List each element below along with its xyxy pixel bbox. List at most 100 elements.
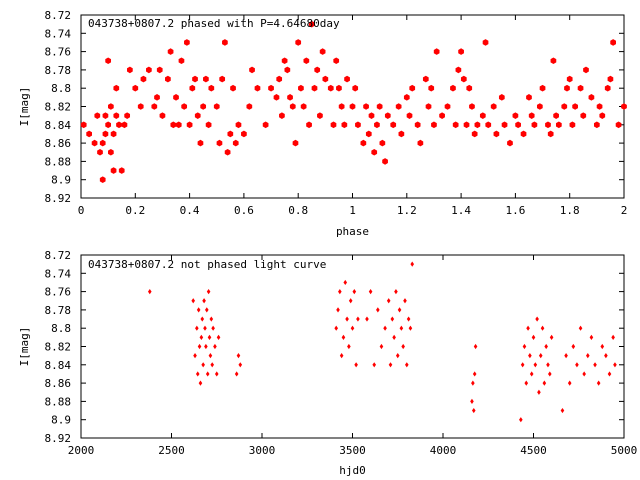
data-point: [433, 48, 440, 55]
data-point: [235, 121, 242, 129]
y-tick-label: 8.8: [51, 322, 71, 335]
chart-title: 043738+0807.2 not phased light curve: [88, 258, 326, 271]
data-point: [322, 75, 329, 83]
data-point: [338, 103, 345, 110]
data-point: [482, 39, 489, 46]
y-tick-label: 8.8: [51, 82, 71, 95]
data-point: [621, 103, 627, 110]
data-point: [386, 298, 391, 304]
data-point: [197, 343, 202, 350]
data-point: [303, 57, 310, 65]
data-point: [401, 343, 405, 350]
data-point: [105, 57, 112, 65]
data-point: [564, 84, 570, 92]
x-tick-label: 0.4: [180, 204, 200, 217]
data-point: [102, 112, 109, 119]
y-tick-label: 8.92: [45, 192, 72, 205]
data-point: [593, 121, 600, 129]
data-point: [194, 112, 201, 119]
data-point: [383, 325, 387, 331]
data-point: [140, 75, 147, 83]
data-point: [200, 103, 207, 110]
x-axis-label: phase: [336, 225, 369, 238]
data-point: [569, 121, 576, 129]
data-point: [113, 84, 120, 92]
data-point: [472, 371, 477, 377]
data-point: [197, 139, 204, 147]
x-tick-label: 5000: [611, 444, 638, 457]
data-point: [560, 407, 565, 414]
data-point: [203, 325, 207, 331]
data-point: [365, 316, 369, 322]
data-point: [173, 94, 179, 101]
data-point: [572, 103, 578, 110]
data-point: [596, 380, 601, 386]
data-point: [234, 371, 239, 377]
data-point: [210, 362, 215, 368]
data-point: [463, 121, 470, 129]
data-point: [345, 316, 349, 322]
x-tick-label: 0.8: [288, 204, 308, 217]
data-points: [147, 261, 617, 423]
data-point: [108, 103, 114, 110]
data-point: [273, 94, 280, 101]
data-point: [520, 130, 527, 138]
data-point: [512, 112, 519, 119]
data-point: [99, 139, 106, 147]
data-point: [199, 334, 204, 340]
data-point: [471, 407, 476, 414]
data-point: [390, 121, 397, 129]
data-point: [384, 112, 391, 119]
data-point: [108, 148, 114, 156]
y-tick-label: 8.84: [45, 119, 72, 132]
data-point: [395, 353, 400, 359]
data-point: [522, 343, 527, 350]
data-point: [284, 66, 291, 74]
data-point: [254, 84, 261, 92]
data-point: [192, 75, 198, 83]
data-point: [431, 121, 437, 129]
y-tick-label: 8.86: [45, 377, 72, 390]
data-point: [292, 139, 299, 147]
data-point: [578, 325, 583, 331]
data-point: [528, 112, 535, 119]
data-point: [566, 75, 573, 83]
data-point: [531, 334, 536, 340]
y-tick-label: 8.74: [45, 27, 72, 40]
x-tick-label: 3500: [339, 444, 366, 457]
data-point: [249, 66, 255, 74]
data-point: [184, 39, 190, 46]
data-point: [519, 417, 523, 423]
data-point: [205, 371, 210, 377]
data-point: [577, 84, 584, 92]
data-point: [327, 84, 334, 92]
data-point: [544, 343, 548, 350]
data-point: [403, 298, 407, 304]
data-point: [314, 66, 321, 74]
y-tick-label: 8.9: [51, 414, 71, 427]
data-point: [374, 121, 380, 129]
data-point: [241, 130, 247, 138]
data-point: [604, 84, 611, 92]
data-point: [216, 139, 223, 147]
data-point: [214, 371, 219, 377]
x-tick-label: 1.6: [505, 204, 525, 217]
data-point: [175, 121, 182, 129]
data-point: [408, 325, 413, 331]
data-point: [86, 130, 92, 138]
data-point: [347, 343, 351, 350]
y-tick-label: 8.84: [45, 359, 72, 372]
data-point: [542, 380, 547, 386]
data-point: [356, 316, 360, 322]
data-point: [306, 121, 312, 129]
y-tick-label: 8.76: [45, 286, 72, 299]
data-point: [537, 389, 541, 395]
data-point: [319, 48, 326, 55]
data-point: [507, 139, 513, 147]
data-point: [118, 167, 125, 174]
data-point: [410, 261, 415, 267]
data-point: [399, 325, 404, 331]
data-point: [466, 84, 473, 92]
x-tick-label: 1.2: [397, 204, 417, 217]
y-tick-label: 8.92: [45, 432, 72, 445]
